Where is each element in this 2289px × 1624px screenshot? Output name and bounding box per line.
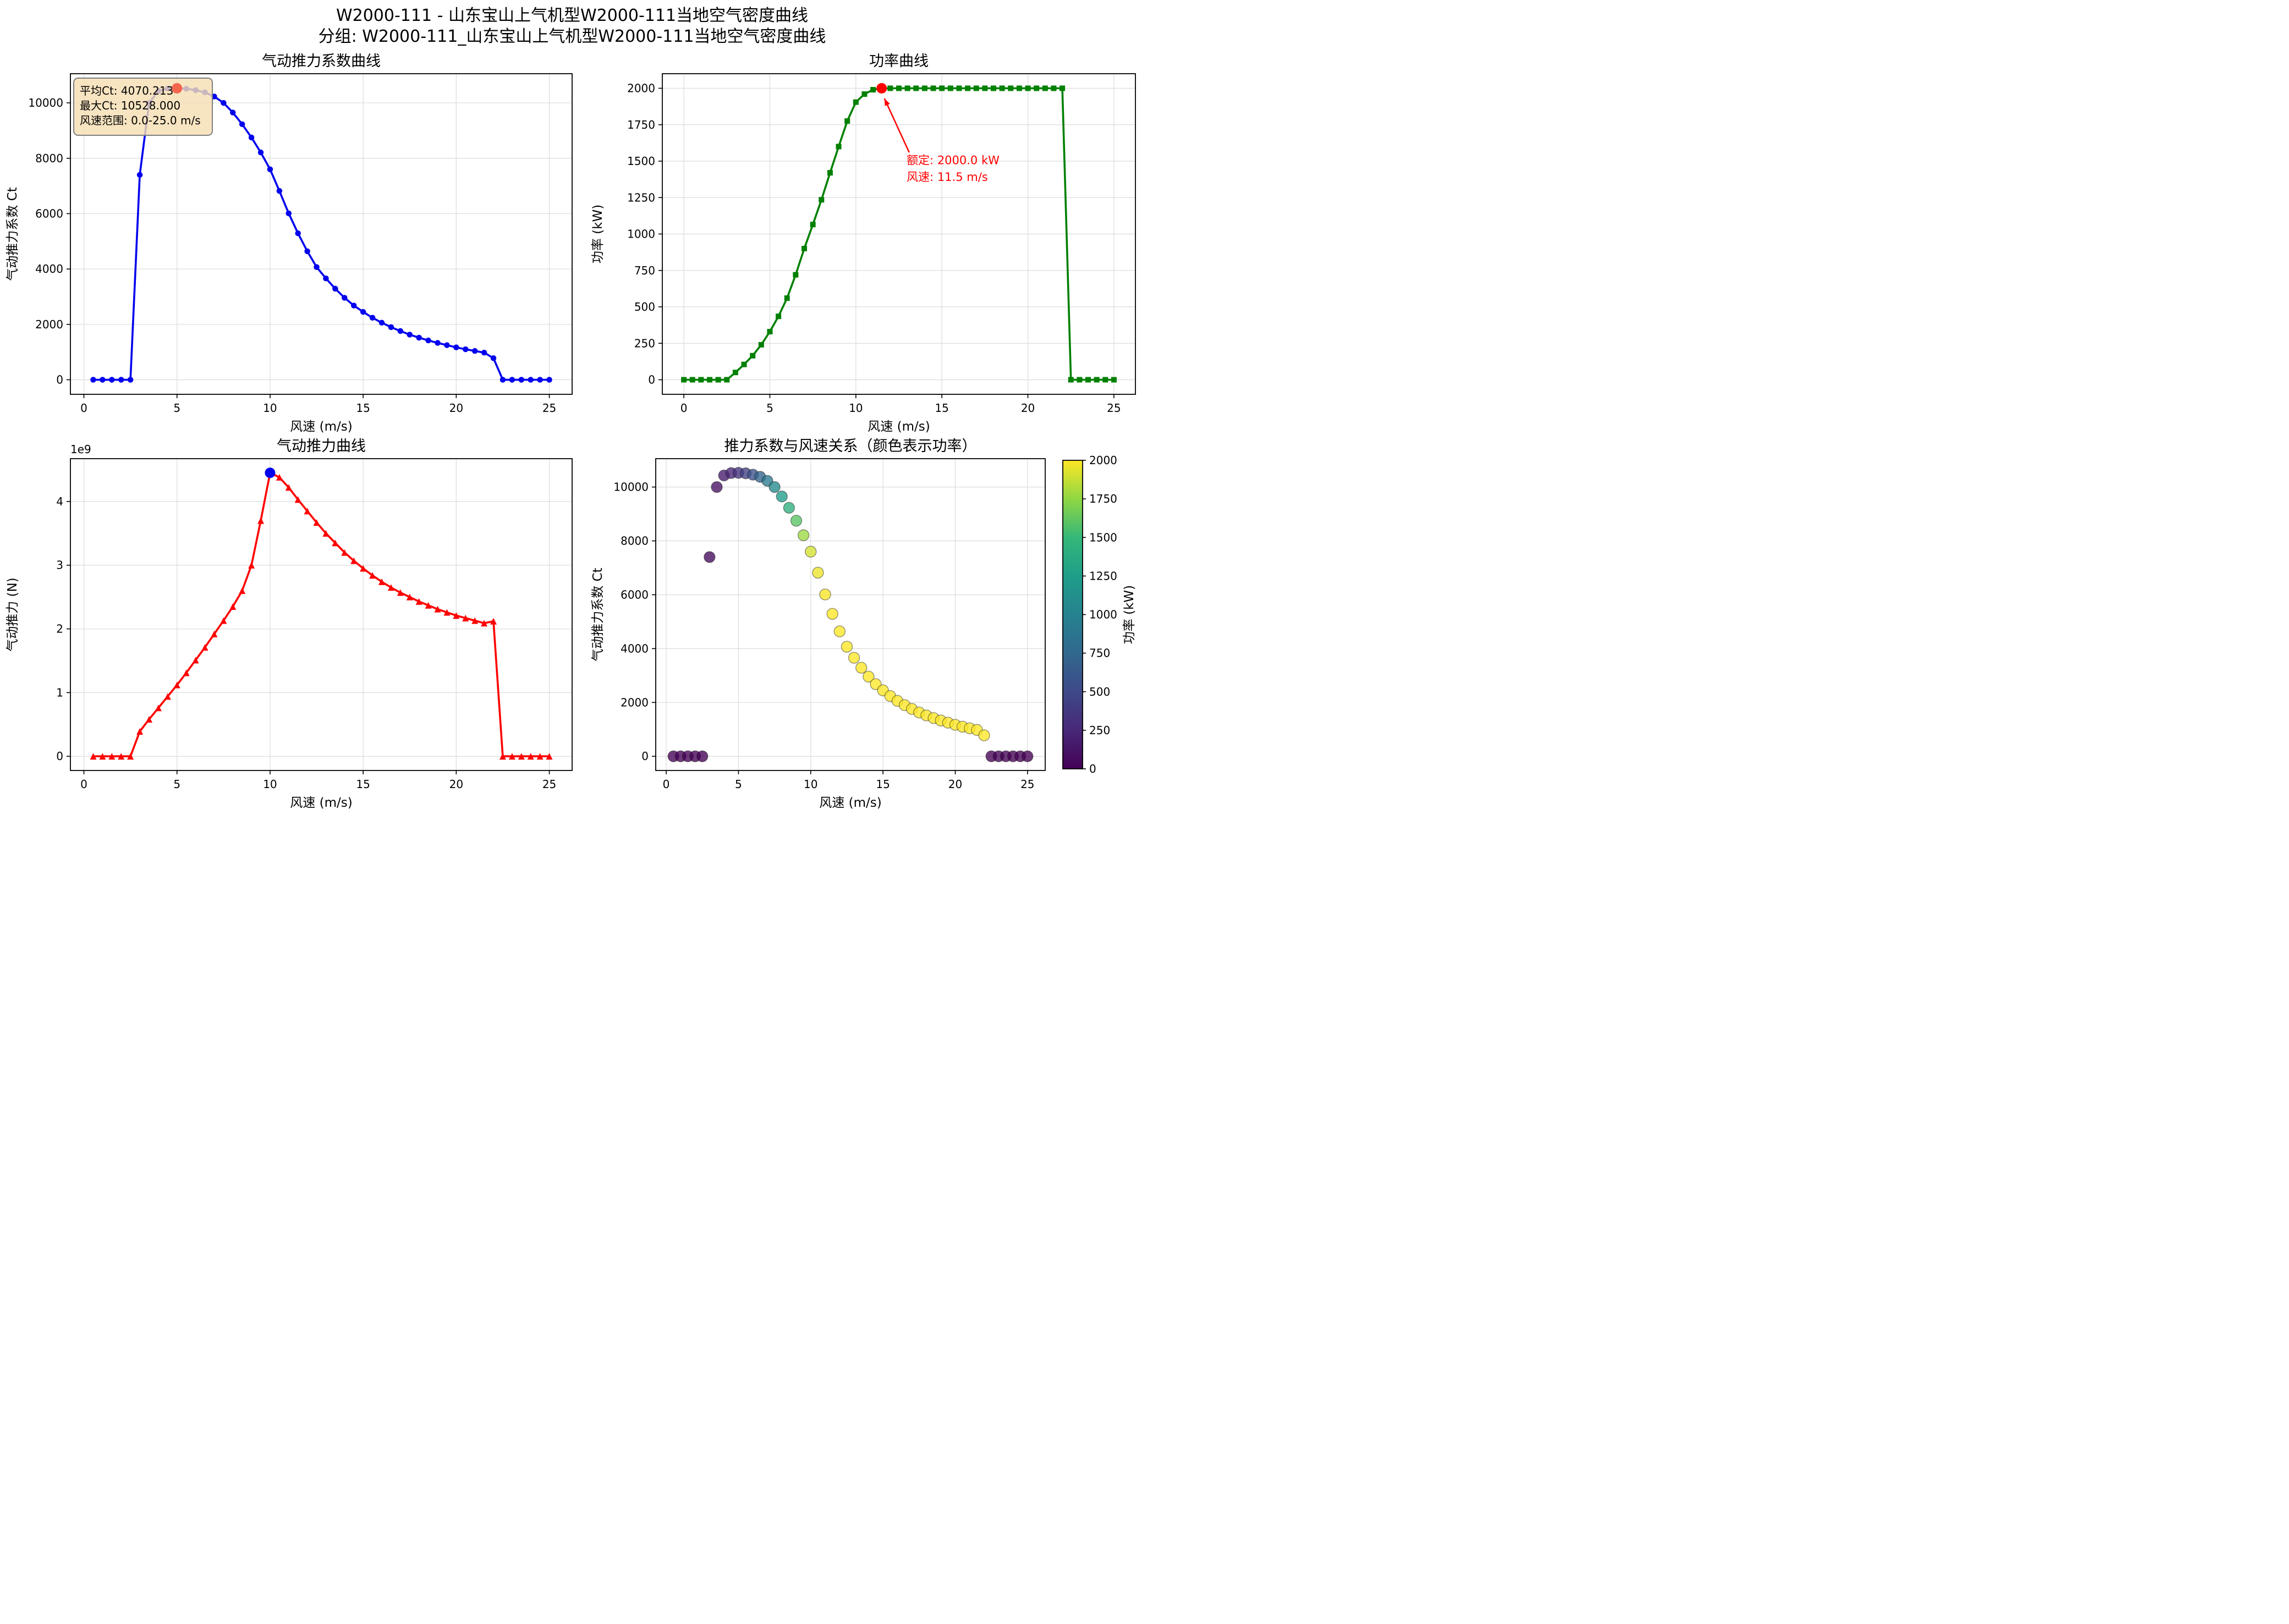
svg-text:0: 0 — [641, 750, 649, 763]
svg-text:风速 (m/s): 风速 (m/s) — [819, 796, 881, 810]
svg-text:250: 250 — [634, 337, 655, 350]
svg-text:气动推力 (N): 气动推力 (N) — [6, 577, 20, 651]
chart-ct-vs-windspeed-scatter: 0 5 10 15 20 250200040006000800010000推力系数与风速关… — [591, 438, 1137, 810]
figure-canvas: W2000-111 - 山东宝山上气机型W2000-111当地空气密度曲线 分组… — [0, 0, 1144, 812]
svg-text:功率 (kW): 功率 (kW) — [591, 205, 605, 263]
svg-text:0: 0 — [663, 778, 670, 791]
svg-text:10000: 10000 — [28, 96, 63, 109]
svg-text:气动推力曲线: 气动推力曲线 — [277, 438, 366, 455]
svg-text:2000: 2000 — [627, 82, 655, 95]
svg-text:功率 (kW): 功率 (kW) — [1122, 585, 1137, 644]
svg-text:0: 0 — [80, 778, 87, 791]
svg-text:2000: 2000 — [1089, 454, 1117, 467]
svg-text:15: 15 — [356, 778, 370, 791]
svg-text:5: 5 — [766, 401, 773, 415]
svg-text:8000: 8000 — [621, 535, 649, 548]
svg-text:750: 750 — [1089, 647, 1110, 660]
svg-text:1250: 1250 — [627, 191, 655, 204]
svg-text:25: 25 — [1107, 401, 1121, 415]
suptitle-line-1: W2000-111 - 山东宝山上气机型W2000-111当地空气密度曲线 — [336, 6, 809, 25]
svg-text:750: 750 — [634, 264, 655, 277]
svg-text:0: 0 — [80, 401, 87, 415]
svg-text:5: 5 — [173, 778, 180, 791]
svg-text:1500: 1500 — [627, 155, 655, 168]
svg-text:气动推力系数曲线: 气动推力系数曲线 — [262, 53, 381, 70]
svg-text:1: 1 — [56, 686, 63, 699]
svg-text:2000: 2000 — [621, 696, 649, 709]
svg-text:250: 250 — [1089, 724, 1110, 737]
svg-text:6000: 6000 — [621, 588, 649, 601]
svg-text:1250: 1250 — [1089, 569, 1117, 582]
svg-text:1000: 1000 — [627, 228, 655, 241]
svg-text:25: 25 — [542, 401, 556, 415]
svg-text:0: 0 — [680, 401, 688, 415]
suptitle-line-2: 分组: W2000-111_山东宝山上气机型W2000-111当地空气密度曲线 — [318, 27, 826, 46]
svg-text:0: 0 — [56, 373, 63, 387]
svg-text:20: 20 — [449, 401, 463, 415]
svg-text:25: 25 — [542, 778, 556, 791]
svg-text:15: 15 — [356, 401, 370, 415]
svg-text:8000: 8000 — [35, 152, 63, 165]
svg-text:2: 2 — [56, 623, 63, 636]
svg-text:风速: 11.5 m/s: 风速: 11.5 m/s — [907, 170, 988, 184]
svg-text:1e9: 1e9 — [70, 443, 91, 456]
svg-text:500: 500 — [1089, 685, 1110, 698]
svg-text:5: 5 — [735, 778, 742, 791]
svg-text:5: 5 — [173, 401, 180, 415]
svg-text:推力系数与风速关系（颜色表示功率）: 推力系数与风速关系（颜色表示功率） — [724, 438, 977, 455]
svg-text:10: 10 — [804, 778, 817, 791]
svg-text:风速 (m/s): 风速 (m/s) — [290, 420, 352, 434]
svg-text:2000: 2000 — [35, 318, 63, 331]
svg-text:3: 3 — [56, 559, 63, 572]
figure-suptitle: W2000-111 - 山东宝山上气机型W2000-111当地空气密度曲线 分组… — [0, 5, 1144, 47]
svg-text:1750: 1750 — [1089, 492, 1117, 505]
svg-text:气动推力系数 Ct: 气动推力系数 Ct — [6, 187, 20, 280]
svg-text:风速 (m/s): 风速 (m/s) — [868, 420, 930, 434]
svg-text:风速 (m/s): 风速 (m/s) — [290, 796, 352, 810]
svg-text:15: 15 — [935, 401, 948, 415]
svg-text:1750: 1750 — [627, 118, 655, 131]
svg-text:500: 500 — [634, 300, 655, 313]
svg-text:4: 4 — [56, 495, 63, 508]
svg-text:0: 0 — [648, 373, 655, 387]
svg-text:10: 10 — [263, 778, 277, 791]
svg-text:0: 0 — [56, 750, 63, 763]
svg-text:6000: 6000 — [35, 207, 63, 220]
svg-text:25: 25 — [1020, 778, 1034, 791]
svg-text:15: 15 — [876, 778, 890, 791]
svg-text:10: 10 — [849, 401, 863, 415]
svg-text:风速范围: 0.0-25.0 m/s: 风速范围: 0.0-25.0 m/s — [80, 114, 201, 127]
svg-text:额定: 2000.0 kW: 额定: 2000.0 kW — [907, 153, 1000, 167]
svg-text:气动推力系数 Ct: 气动推力系数 Ct — [591, 568, 605, 661]
svg-text:功率曲线: 功率曲线 — [869, 53, 929, 70]
svg-text:1000: 1000 — [1089, 608, 1117, 621]
svg-text:10: 10 — [263, 401, 277, 415]
svg-text:最大Ct: 10528.000: 最大Ct: 10528.000 — [80, 99, 180, 112]
svg-text:0: 0 — [1089, 762, 1096, 775]
svg-text:4000: 4000 — [35, 262, 63, 276]
svg-text:平均Ct: 4070.213: 平均Ct: 4070.213 — [80, 84, 173, 97]
svg-text:4000: 4000 — [621, 642, 649, 655]
svg-text:1500: 1500 — [1089, 531, 1117, 544]
svg-text:20: 20 — [948, 778, 962, 791]
chart-thrust-coefficient-curve: 平均Ct: 4070.213 最大Ct: 10528.000 风速范围: 0.0-2… — [6, 53, 573, 434]
svg-text:10000: 10000 — [613, 481, 649, 494]
svg-text:20: 20 — [1021, 401, 1035, 415]
svg-text:20: 20 — [449, 778, 463, 791]
